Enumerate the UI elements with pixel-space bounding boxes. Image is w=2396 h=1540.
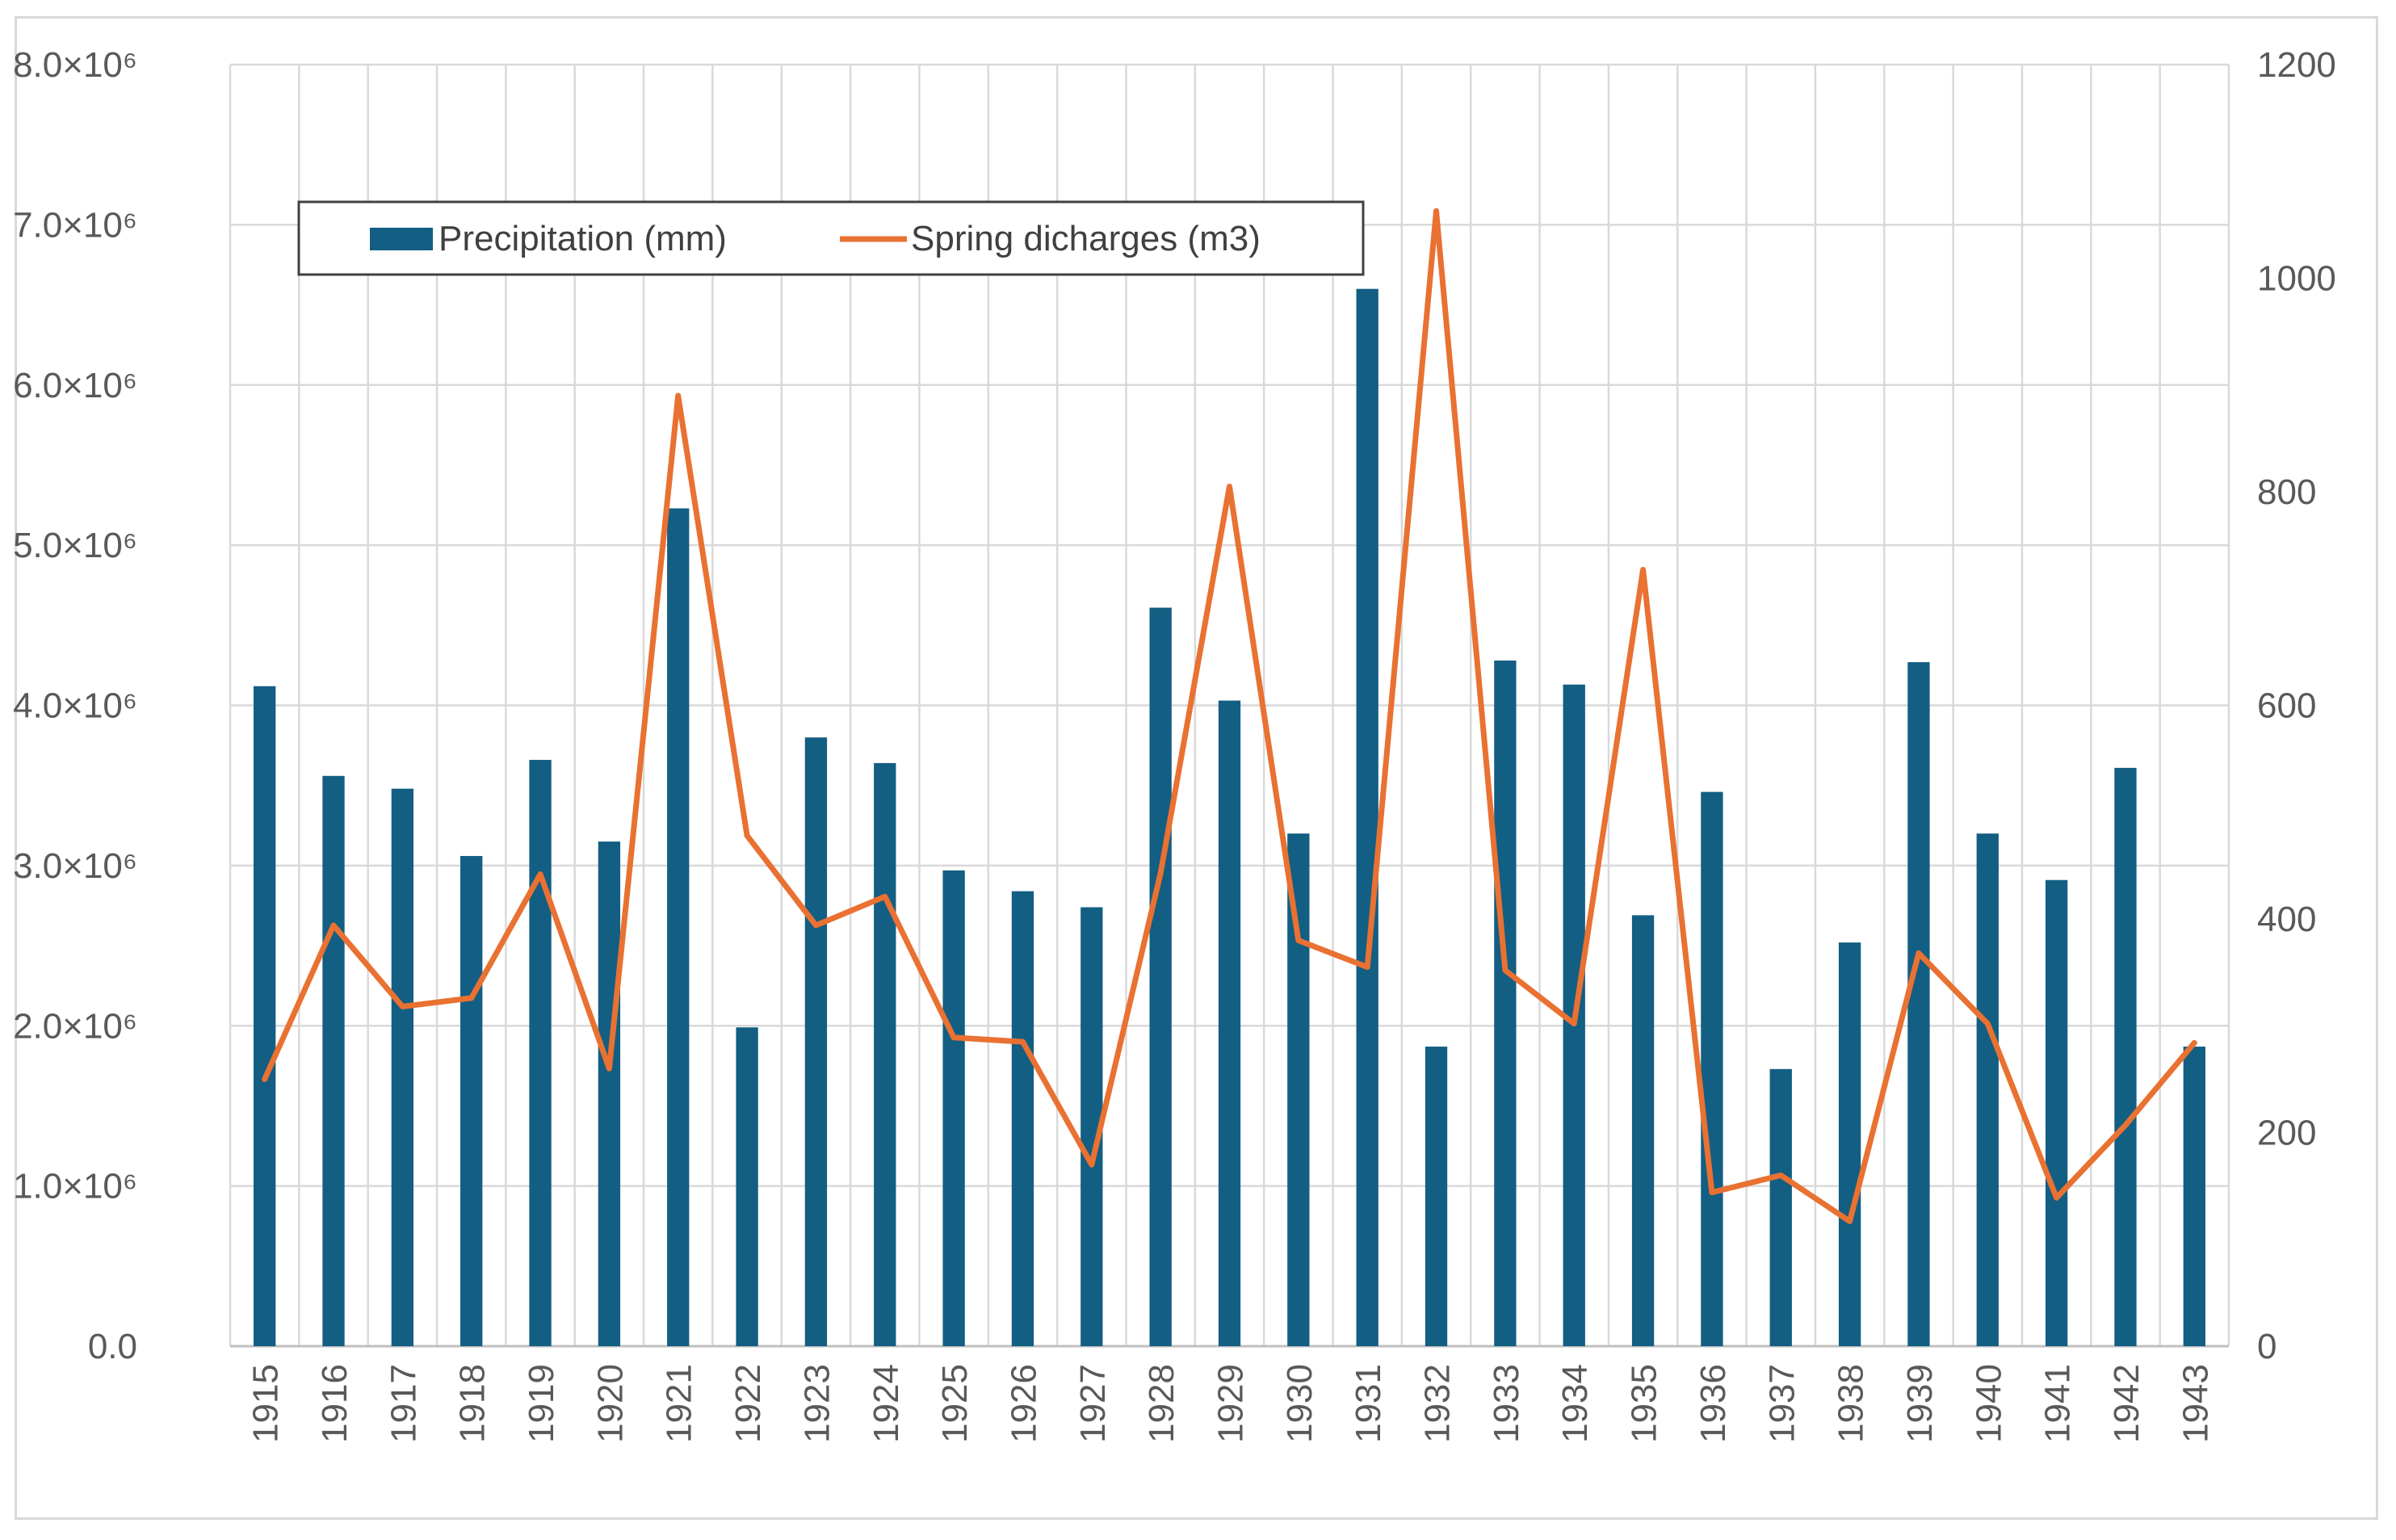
right-tick-label: 200 — [2257, 1114, 2316, 1153]
x-tick-label: 1920 — [590, 1364, 630, 1443]
x-tick-label: 1939 — [1900, 1364, 1940, 1443]
left-tick-label: 0.0 — [88, 1327, 137, 1366]
left-tick-label: 1.0×10⁶ — [13, 1167, 137, 1206]
x-tick-label: 1925 — [935, 1364, 975, 1443]
left-tick-label: 5.0×10⁶ — [13, 526, 137, 565]
legend-box — [297, 200, 1365, 276]
x-tick-label: 1941 — [2038, 1364, 2078, 1443]
bar-precipitation-1943 — [2183, 1047, 2205, 1346]
x-tick-label: 1928 — [1142, 1364, 1181, 1443]
left-tick-label: 8.0×10⁶ — [13, 45, 137, 85]
bar-precipitation-1928 — [1149, 607, 1172, 1346]
x-tick-label: 1916 — [315, 1364, 355, 1443]
bar-precipitation-1919 — [529, 759, 552, 1346]
legend-swatch-precipitation — [370, 228, 433, 250]
bar-precipitation-1930 — [1287, 833, 1310, 1346]
bar-precipitation-1931 — [1356, 288, 1378, 1347]
x-tick-label: 1934 — [1555, 1364, 1595, 1443]
bar-precipitation-1939 — [1907, 661, 1930, 1346]
x-tick-label: 1938 — [1832, 1364, 1871, 1443]
bar-precipitation-1926 — [1011, 891, 1034, 1346]
x-tick-label: 1926 — [1004, 1364, 1043, 1443]
bar-precipitation-1941 — [2045, 879, 2068, 1346]
x-tick-label: 1927 — [1073, 1364, 1113, 1443]
bar-precipitation-1922 — [736, 1027, 758, 1346]
left-tick-label: 3.0×10⁶ — [13, 846, 137, 886]
legend-label-precipitation: Precipitation (mm) — [438, 219, 727, 258]
legend-label-discharge: Spring dicharges (m3) — [911, 219, 1261, 258]
x-tick-label: 1917 — [384, 1364, 423, 1443]
bar-precipitation-1936 — [1701, 791, 1723, 1346]
bar-precipitation-1935 — [1631, 915, 1655, 1346]
x-tick-label: 1937 — [1762, 1364, 1802, 1443]
bar-precipitation-1932 — [1425, 1047, 1448, 1346]
bar-precipitation-1933 — [1494, 660, 1517, 1346]
x-tick-label: 1922 — [728, 1364, 768, 1443]
right-y-axis: 0 200 400 600 800 1000 1200 — [2257, 45, 2336, 1366]
discharge-line-group — [262, 208, 2197, 1224]
x-tick-label: 1940 — [1969, 1364, 2008, 1443]
x-tick-label: 1932 — [1418, 1364, 1458, 1443]
bar-precipitation-1923 — [804, 737, 828, 1346]
left-tick-label: 2.0×10⁶ — [13, 1006, 137, 1046]
x-tick-label: 1915 — [246, 1364, 286, 1443]
right-tick-label: 1200 — [2257, 45, 2336, 85]
x-tick-label: 1921 — [660, 1364, 699, 1443]
x-axis: 1915 1916 1917 1918 1919 1920 1921 1922 1923 1924… — [246, 1364, 2216, 1443]
bar-precipitation-1925 — [942, 870, 965, 1346]
right-tick-label: 600 — [2257, 686, 2316, 726]
x-tick-label: 1923 — [797, 1364, 837, 1443]
left-tick-label: 7.0×10⁶ — [13, 205, 137, 245]
bar-precipitation-1937 — [1769, 1068, 1792, 1346]
right-tick-label: 800 — [2257, 472, 2316, 512]
bar-precipitation-1938 — [1838, 942, 1861, 1346]
x-tick-label: 1943 — [2176, 1364, 2215, 1443]
x-tick-label: 1931 — [1349, 1364, 1388, 1443]
right-tick-label: 1000 — [2257, 259, 2336, 299]
x-tick-label: 1919 — [522, 1364, 561, 1443]
x-tick-label: 1936 — [1693, 1364, 1733, 1443]
bar-precipitation-1916 — [322, 775, 345, 1346]
left-tick-label: 6.0×10⁶ — [13, 366, 137, 405]
bar-precipitation-1929 — [1218, 700, 1241, 1346]
x-tick-label: 1935 — [1625, 1364, 1664, 1443]
precipitation-bars — [254, 288, 2205, 1347]
bar-precipitation-1917 — [391, 788, 414, 1346]
x-tick-label: 1933 — [1487, 1364, 1526, 1443]
gridlines — [229, 63, 2230, 1348]
left-y-axis: 0.0 1.0×10⁶ 2.0×10⁶ 3.0×10⁶ 4.0×10⁶ 5.0×10⁶ 6.… — [13, 45, 137, 1366]
x-tick-label: 1924 — [867, 1364, 906, 1443]
left-tick-label: 4.0×10⁶ — [13, 686, 137, 726]
right-tick-label: 400 — [2257, 900, 2316, 939]
x-tick-label: 1942 — [2107, 1364, 2146, 1443]
bar-precipitation-1921 — [667, 508, 690, 1346]
bar-precipitation-1918 — [460, 855, 483, 1346]
x-tick-label: 1930 — [1280, 1364, 1320, 1443]
right-tick-label: 0 — [2257, 1327, 2276, 1366]
bar-precipitation-1940 — [1976, 833, 1999, 1346]
x-tick-label: 1929 — [1211, 1364, 1251, 1443]
x-tick-label: 1918 — [453, 1364, 493, 1443]
bar-precipitation-1920 — [598, 841, 621, 1346]
bar-precipitation-1915 — [254, 686, 276, 1346]
bar-precipitation-1942 — [2114, 767, 2137, 1346]
bar-precipitation-1924 — [874, 762, 896, 1346]
legend: Precipitation (mm) Spring dicharges (m3) — [297, 200, 1365, 276]
